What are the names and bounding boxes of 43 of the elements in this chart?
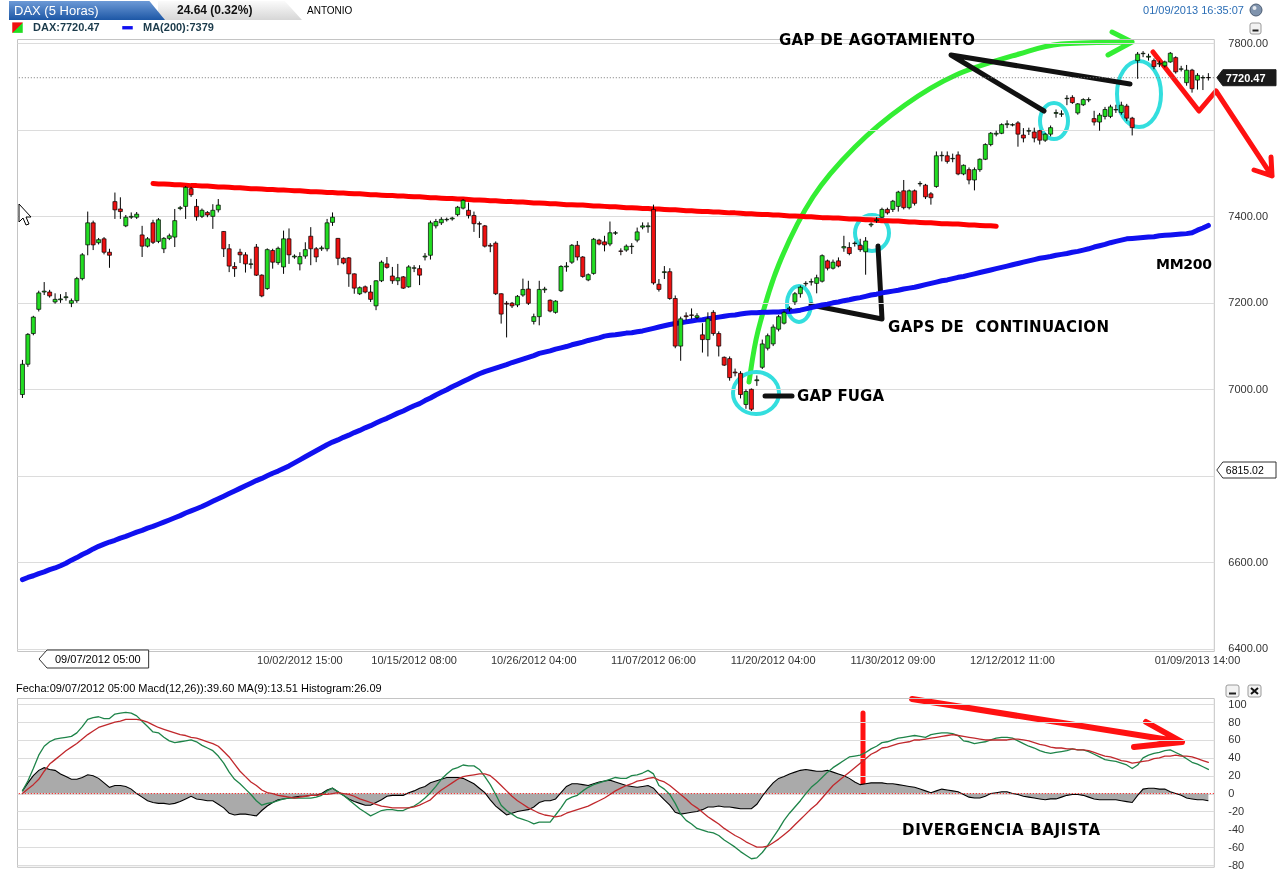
- candlestick: [63, 291, 69, 302]
- ref-line-label: 7720.47: [1225, 71, 1266, 84]
- x-tick-label: 11/30/2012 09:00: [850, 653, 936, 666]
- y-tick-label: 7000.00: [1228, 382, 1269, 395]
- y-tick-label: 80: [1228, 715, 1241, 728]
- y-tick-label: -40: [1228, 822, 1245, 835]
- chart-title: Fecha:09/07/2012 05:00 Macd(12,26)):39.60 MA(9):13.51 Histogram:26.09: [16, 682, 382, 694]
- y-tick-label: 60: [1228, 733, 1241, 746]
- y-tick-label: 7800.00: [1228, 36, 1269, 49]
- y-tick-label: 7400.00: [1228, 209, 1269, 222]
- legend-label: MA(200):7379: [143, 20, 214, 33]
- annotation: MM200: [1156, 256, 1213, 272]
- candlestick: [656, 278, 662, 293]
- y-tick-label: 100: [1228, 697, 1247, 710]
- candlestick: [917, 180, 923, 187]
- annotation: GAP FUGA: [797, 387, 885, 405]
- text: 6815.02: [1225, 464, 1264, 476]
- x-tick-label: 12/12/2012 11:00: [970, 653, 1055, 666]
- annotation: GAP DE AGOTAMIENTO: [779, 31, 975, 49]
- annotation: GAPS DE CONTINUACION: [888, 318, 1109, 336]
- x-tick-label: 10/02/2012 15:00: [257, 653, 343, 666]
- x-tick-label: 10/15/2012 08:00: [371, 653, 457, 666]
- annotation: DIVERGENCIA BAJISTA: [902, 821, 1101, 839]
- text: ANTONIO: [307, 5, 353, 16]
- candlestick: [754, 374, 760, 387]
- chart-subtitle: 24.64 (0.32%): [158, 1, 302, 20]
- y-tick-label: 6400.00: [1228, 642, 1269, 655]
- y-tick-label: 7200.00: [1228, 296, 1269, 309]
- y-tick-label: 40: [1228, 751, 1241, 764]
- y-tick-label: 20: [1228, 769, 1241, 782]
- y-tick-label: -80: [1228, 858, 1245, 871]
- legend-label: DAX:7720.47: [33, 20, 100, 33]
- x-tick-label: 11/20/2012 04:00: [730, 653, 816, 666]
- y-tick-label: 6600.00: [1228, 555, 1269, 568]
- x-tick-label: 01/09/2013 14:00: [1154, 653, 1241, 666]
- chart-title: DAX (5 Horas): [9, 1, 165, 20]
- y-tick-label: -20: [1228, 804, 1245, 817]
- y-tick-label: -60: [1228, 840, 1245, 853]
- x-tick-label: 10/26/2012 04:00: [490, 653, 577, 666]
- text: 09/07/2012 05:00: [55, 653, 141, 665]
- x-tick-label: 11/07/2012 06:00: [611, 653, 696, 666]
- text: 01/09/2013 16:35:07: [1143, 4, 1244, 16]
- y-tick-label: 0: [1228, 787, 1235, 800]
